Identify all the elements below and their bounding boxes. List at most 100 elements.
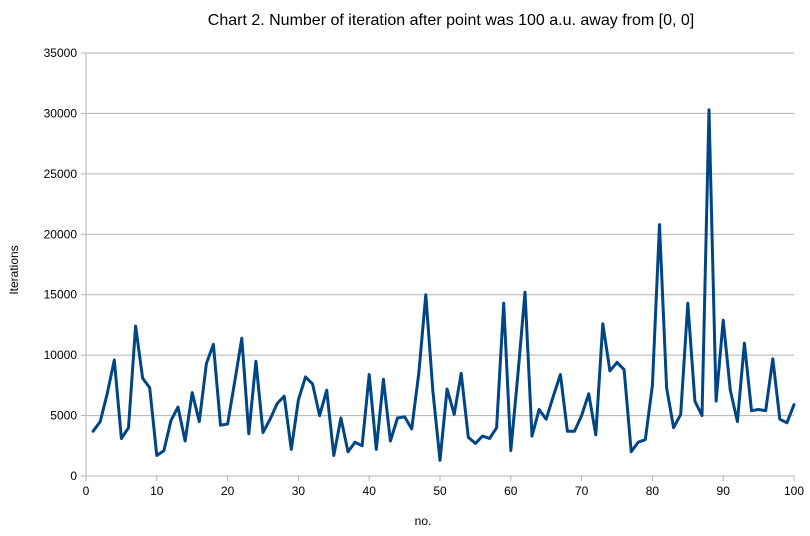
data-point [141, 377, 144, 380]
data-point [325, 389, 328, 392]
data-point [594, 433, 597, 436]
data-point [545, 418, 548, 421]
tick-labels: 0 5000 10000 15000 20000 25000 30000 35000 0 10 20… [44, 46, 805, 498]
y-tick-label: 15000 [44, 288, 78, 302]
data-point [205, 362, 208, 365]
data-point [254, 360, 257, 363]
series-line [91, 108, 796, 462]
data-point [736, 420, 739, 423]
data-point [644, 438, 647, 441]
x-tick-label: 20 [221, 484, 235, 498]
data-point [715, 400, 718, 403]
data-point [743, 342, 746, 345]
data-point [191, 391, 194, 394]
data-point [155, 454, 158, 457]
y-tick-label: 35000 [44, 46, 78, 60]
data-point [460, 372, 463, 375]
data-point [198, 420, 201, 423]
data-point [502, 302, 505, 305]
x-tick-label: 80 [646, 484, 660, 498]
data-point [785, 421, 788, 424]
data-point [793, 403, 796, 406]
data-point [311, 383, 314, 386]
y-tick-label: 5000 [50, 409, 77, 423]
x-tick-label: 30 [292, 484, 306, 498]
data-point [290, 448, 293, 451]
y-tick-label: 20000 [44, 227, 78, 241]
data-point [722, 319, 725, 322]
data-point [269, 418, 272, 421]
data-point [410, 427, 413, 430]
data-point [382, 378, 385, 381]
y-axis-label: Iterations [7, 245, 21, 294]
data-point [262, 431, 265, 434]
data-point [679, 413, 682, 416]
data-point [417, 372, 420, 375]
data-point [608, 369, 611, 372]
data-point [552, 395, 555, 398]
data-point [524, 291, 527, 294]
data-point [601, 322, 604, 325]
data-point [375, 448, 378, 451]
data-point [361, 444, 364, 447]
x-tick-label: 40 [363, 484, 377, 498]
data-point [339, 417, 342, 420]
x-tick-label: 10 [150, 484, 164, 498]
data-point [630, 450, 633, 453]
data-point [658, 223, 661, 226]
data-point [332, 454, 335, 457]
data-point [481, 435, 484, 438]
data-point [531, 435, 534, 438]
data-point [99, 420, 102, 423]
data-point [439, 459, 442, 462]
data-point [672, 426, 675, 429]
data-point [488, 437, 491, 440]
x-tick-label: 50 [433, 484, 447, 498]
data-point [701, 414, 704, 417]
x-tick-label: 90 [717, 484, 731, 498]
data-point [693, 400, 696, 403]
data-point [708, 108, 711, 111]
data-point [389, 440, 392, 443]
series-layer [91, 108, 796, 462]
data-point [729, 389, 732, 392]
y-tick-label: 25000 [44, 167, 78, 181]
data-point [771, 357, 774, 360]
data-point [396, 417, 399, 420]
data-point [495, 426, 498, 429]
grid-lines [81, 52, 794, 477]
data-point [538, 408, 541, 411]
data-point [304, 375, 307, 378]
y-tick-label: 10000 [44, 348, 78, 362]
data-point [283, 395, 286, 398]
data-point [651, 384, 654, 387]
y-tick-label: 30000 [44, 106, 78, 120]
data-point [580, 414, 583, 417]
data-point [120, 437, 123, 440]
x-tick-label: 70 [575, 484, 589, 498]
data-point [297, 398, 300, 401]
data-point [446, 388, 449, 391]
data-point [587, 392, 590, 395]
x-tick-label: 60 [504, 484, 518, 498]
data-point [368, 373, 371, 376]
data-point [453, 413, 456, 416]
data-point [778, 418, 781, 421]
data-point [424, 293, 427, 296]
data-point [750, 409, 753, 412]
data-point [240, 337, 243, 340]
data-point [233, 380, 236, 383]
data-point [113, 359, 116, 362]
data-point [318, 414, 321, 417]
data-point [148, 386, 151, 389]
data-point [509, 449, 512, 452]
data-point [162, 449, 165, 452]
data-point [219, 424, 222, 427]
data-point [276, 402, 279, 405]
data-point [431, 390, 434, 393]
data-point [92, 430, 95, 433]
data-point [347, 450, 350, 453]
data-point [134, 325, 137, 328]
